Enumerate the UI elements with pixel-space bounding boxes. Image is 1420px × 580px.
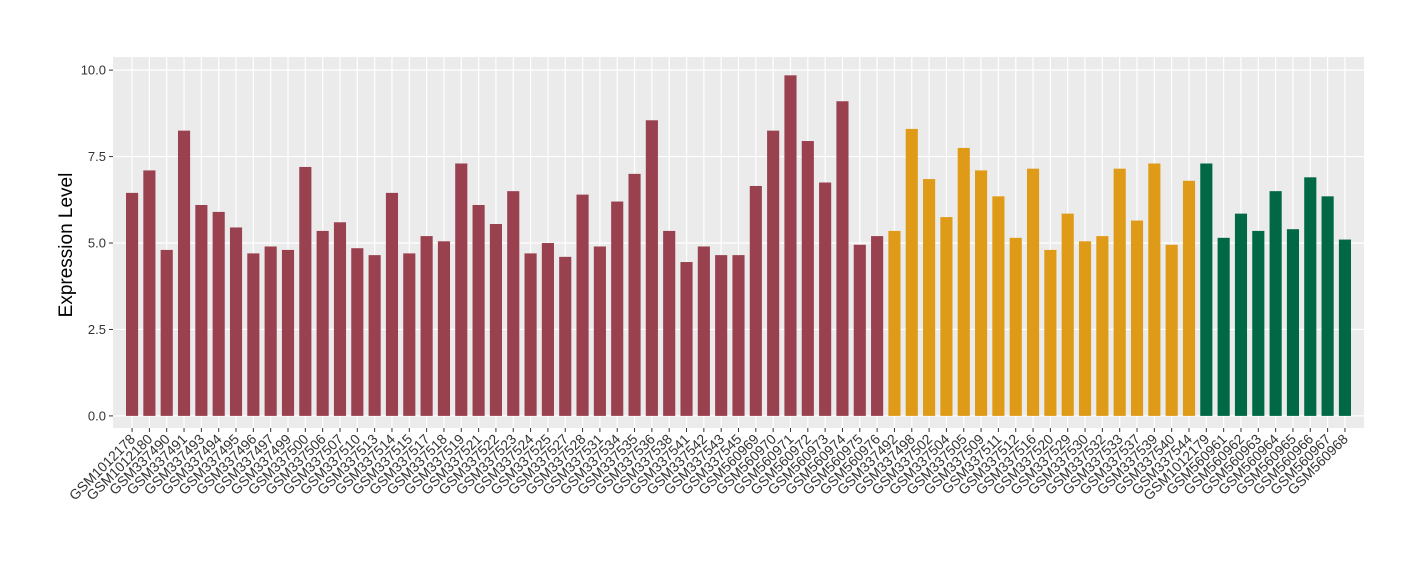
bar xyxy=(645,120,658,416)
bar xyxy=(472,204,485,416)
bar xyxy=(1217,237,1230,416)
bar xyxy=(489,224,502,416)
bar xyxy=(160,249,173,416)
bar xyxy=(403,253,416,416)
bar xyxy=(1130,220,1144,416)
bar xyxy=(923,179,936,416)
bar xyxy=(1096,236,1109,416)
bar xyxy=(1286,229,1300,416)
bar xyxy=(368,255,381,416)
y-tick-label: 0.0 xyxy=(88,408,106,423)
bar xyxy=(663,230,676,416)
bar xyxy=(957,147,970,416)
bar xyxy=(975,170,988,416)
bar xyxy=(420,236,433,416)
bar xyxy=(455,163,468,416)
bar xyxy=(229,227,243,416)
bar xyxy=(905,128,918,416)
bar xyxy=(1165,244,1178,416)
bar xyxy=(1078,241,1092,416)
bar xyxy=(1061,213,1074,416)
bar xyxy=(680,262,693,416)
bar xyxy=(767,130,780,416)
bar xyxy=(1182,180,1196,416)
bar xyxy=(195,204,208,416)
bar xyxy=(559,256,572,416)
bar xyxy=(1269,191,1282,416)
bar xyxy=(1338,239,1352,416)
bar xyxy=(1009,237,1022,416)
y-tick-label: 10.0 xyxy=(81,63,106,78)
bar xyxy=(836,101,849,416)
bar xyxy=(247,253,260,416)
bar xyxy=(992,196,1005,416)
bar xyxy=(784,75,797,416)
bar xyxy=(628,173,641,416)
bar xyxy=(801,141,814,416)
bar xyxy=(611,201,624,416)
bar xyxy=(316,230,329,416)
bar xyxy=(281,249,295,416)
bar xyxy=(1304,177,1317,416)
bar xyxy=(732,255,745,416)
y-tick-label: 5.0 xyxy=(88,236,106,251)
bar xyxy=(871,236,884,416)
bar xyxy=(715,255,728,416)
bar xyxy=(125,192,139,416)
y-tick-label: 2.5 xyxy=(88,322,106,337)
bar xyxy=(749,185,762,416)
bar xyxy=(351,248,364,416)
bar xyxy=(507,191,520,416)
y-axis-title: Expression Level xyxy=(56,173,77,318)
bar xyxy=(385,192,399,416)
bar xyxy=(593,246,606,416)
bar xyxy=(541,243,554,416)
bar xyxy=(437,241,451,416)
bar xyxy=(576,194,589,416)
bar xyxy=(853,244,866,416)
bar xyxy=(940,217,953,416)
bar xyxy=(819,182,832,416)
bar xyxy=(333,222,347,416)
bar xyxy=(1026,168,1040,416)
bar xyxy=(177,130,191,416)
bar xyxy=(697,246,710,416)
bar xyxy=(1321,196,1334,416)
bar xyxy=(212,211,225,416)
bar xyxy=(143,170,156,416)
bar xyxy=(1200,163,1213,416)
bar xyxy=(1234,213,1248,416)
bar xyxy=(264,246,277,416)
bar xyxy=(1148,163,1161,416)
bar xyxy=(1252,230,1265,416)
bar xyxy=(1044,249,1057,416)
bar xyxy=(299,166,312,416)
bar xyxy=(524,253,537,416)
bar xyxy=(888,230,901,416)
y-tick-label: 7.5 xyxy=(88,149,106,164)
bar xyxy=(1113,168,1126,416)
